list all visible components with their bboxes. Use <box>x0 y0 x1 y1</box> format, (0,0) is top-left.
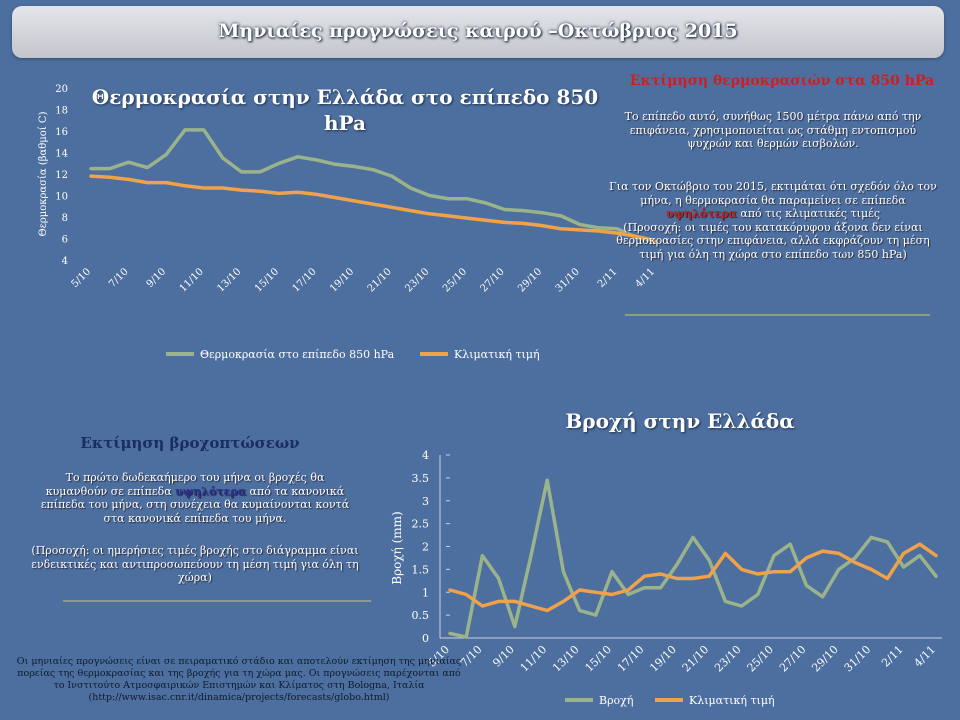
temperature-note: (Προσοχή: οι τιμές του κατακόρυφου άξονα… <box>616 220 930 261</box>
page-title: Μηνιαίες προγνώσεις καιρού –Οκτώβριος 20… <box>218 20 738 42</box>
legend-label: Θερμοκρασία στο επίπεδο 850 hPa <box>200 348 395 361</box>
legend-label: Κλιματική τιμή <box>454 348 540 361</box>
x-tick-label: 11/10 <box>518 643 550 675</box>
rain-estimate-heading: Εκτίμηση βροχοπτώσεων <box>80 434 300 452</box>
temperature-paragraph-2-end: από τις κλιματικές τιμές <box>740 207 880 220</box>
x-tick-label: 21/10 <box>680 643 712 675</box>
x-tick-label: 4/11 <box>911 643 938 670</box>
rain-highlight-higher: υψηλότερα <box>175 484 247 498</box>
x-tick-label: 25/10 <box>745 643 777 675</box>
legend-label: Βροχή <box>599 694 633 707</box>
temperature-paragraph-2-start: Για τον Οκτώβριο του 2015, εκτιμάται ότι… <box>609 180 937 207</box>
y-tick-label: 8 <box>62 213 68 224</box>
title-banner: Μηνιαίες προγνώσεις καιρού –Οκτώβριος 20… <box>12 6 944 58</box>
x-tick-label: 2/11 <box>879 643 906 670</box>
x-tick-label: 13/10 <box>550 643 582 675</box>
y-tick-label: 6 <box>62 235 68 246</box>
forecast-series-line <box>448 478 938 639</box>
y-tick-label: 4 <box>62 256 68 267</box>
temperature-separator <box>625 314 930 316</box>
footer-note: Οι μηνιαίες προγνώσεις είναι σε πειραματ… <box>16 656 462 703</box>
y-tick-label: 14 <box>55 149 68 160</box>
rain-chart-title: Βροχή στην Ελλάδα <box>565 409 795 433</box>
temperature-chart-title: Θερμοκρασία στην Ελλάδα στο επίπεδο 850 … <box>91 85 599 135</box>
y-tick-label: 0.5 <box>412 609 430 622</box>
y-tick-label: 2 <box>422 541 429 554</box>
x-tick-label: 17/10 <box>615 643 647 675</box>
rain-separator <box>63 600 371 602</box>
x-tick-label: 23/10 <box>712 643 744 675</box>
rain-paragraph-1: Το πρώτο δωδεκαήμερο του μήνα οι βροχές … <box>40 471 350 525</box>
y-tick-label: 4 <box>422 449 429 462</box>
x-tick-label: 9/10 <box>490 643 517 670</box>
climate-series-line <box>448 542 938 613</box>
x-tick-label: 31/10 <box>842 643 874 675</box>
temperature-paragraph-2: Για τον Οκτώβριο του 2015, εκτιμάται ότι… <box>608 180 938 261</box>
y-axis-label: Θερμοκρασία (βαθμοί C) <box>38 111 49 236</box>
x-tick-label: 15/10 <box>583 643 615 675</box>
y-tick-label: 18 <box>55 106 68 117</box>
y-tick-label: 12 <box>55 170 68 181</box>
rain-paragraph-1-end: από τα κανονικά επίπεδα του μήνα, στη συ… <box>40 484 350 525</box>
x-tick-label: 19/10 <box>647 643 679 675</box>
y-tick-label: 20 <box>55 84 68 95</box>
forecast-series-line <box>89 128 657 243</box>
rain-paragraph-1-start: Το πρώτο δωδεκαήμερο του μήνα οι βροχές … <box>45 471 325 498</box>
temperature-estimate-heading: Εκτίμηση θερμοκρασιών στα 850 hPa <box>629 73 935 89</box>
y-axis-label: Βροχή (mm) <box>390 511 404 585</box>
temperature-paragraph-1: Το επίπεδο αυτό, συνήθως 1500 μέτρα πάνω… <box>624 110 922 150</box>
climate-series-line <box>89 174 657 243</box>
legend-label: Κλιματική τιμή <box>689 694 775 707</box>
y-tick-label: 1.5 <box>412 563 430 576</box>
x-tick-label: 27/10 <box>777 643 809 675</box>
temperature-highlight-higher: υψηλότερα <box>665 207 737 220</box>
rain-note: (Προσοχή: οι ημερήσιες τιμές βροχής στο … <box>31 544 359 584</box>
y-tick-label: 16 <box>55 127 68 138</box>
y-tick-label: 2.5 <box>412 518 430 531</box>
y-tick-label: 1 <box>422 586 429 599</box>
y-tick-label: 10 <box>55 192 68 203</box>
y-tick-label: 3 <box>422 495 429 508</box>
x-tick-label: 29/10 <box>809 643 841 675</box>
y-tick-label: 0 <box>422 632 429 645</box>
y-tick-label: 3.5 <box>412 472 430 485</box>
